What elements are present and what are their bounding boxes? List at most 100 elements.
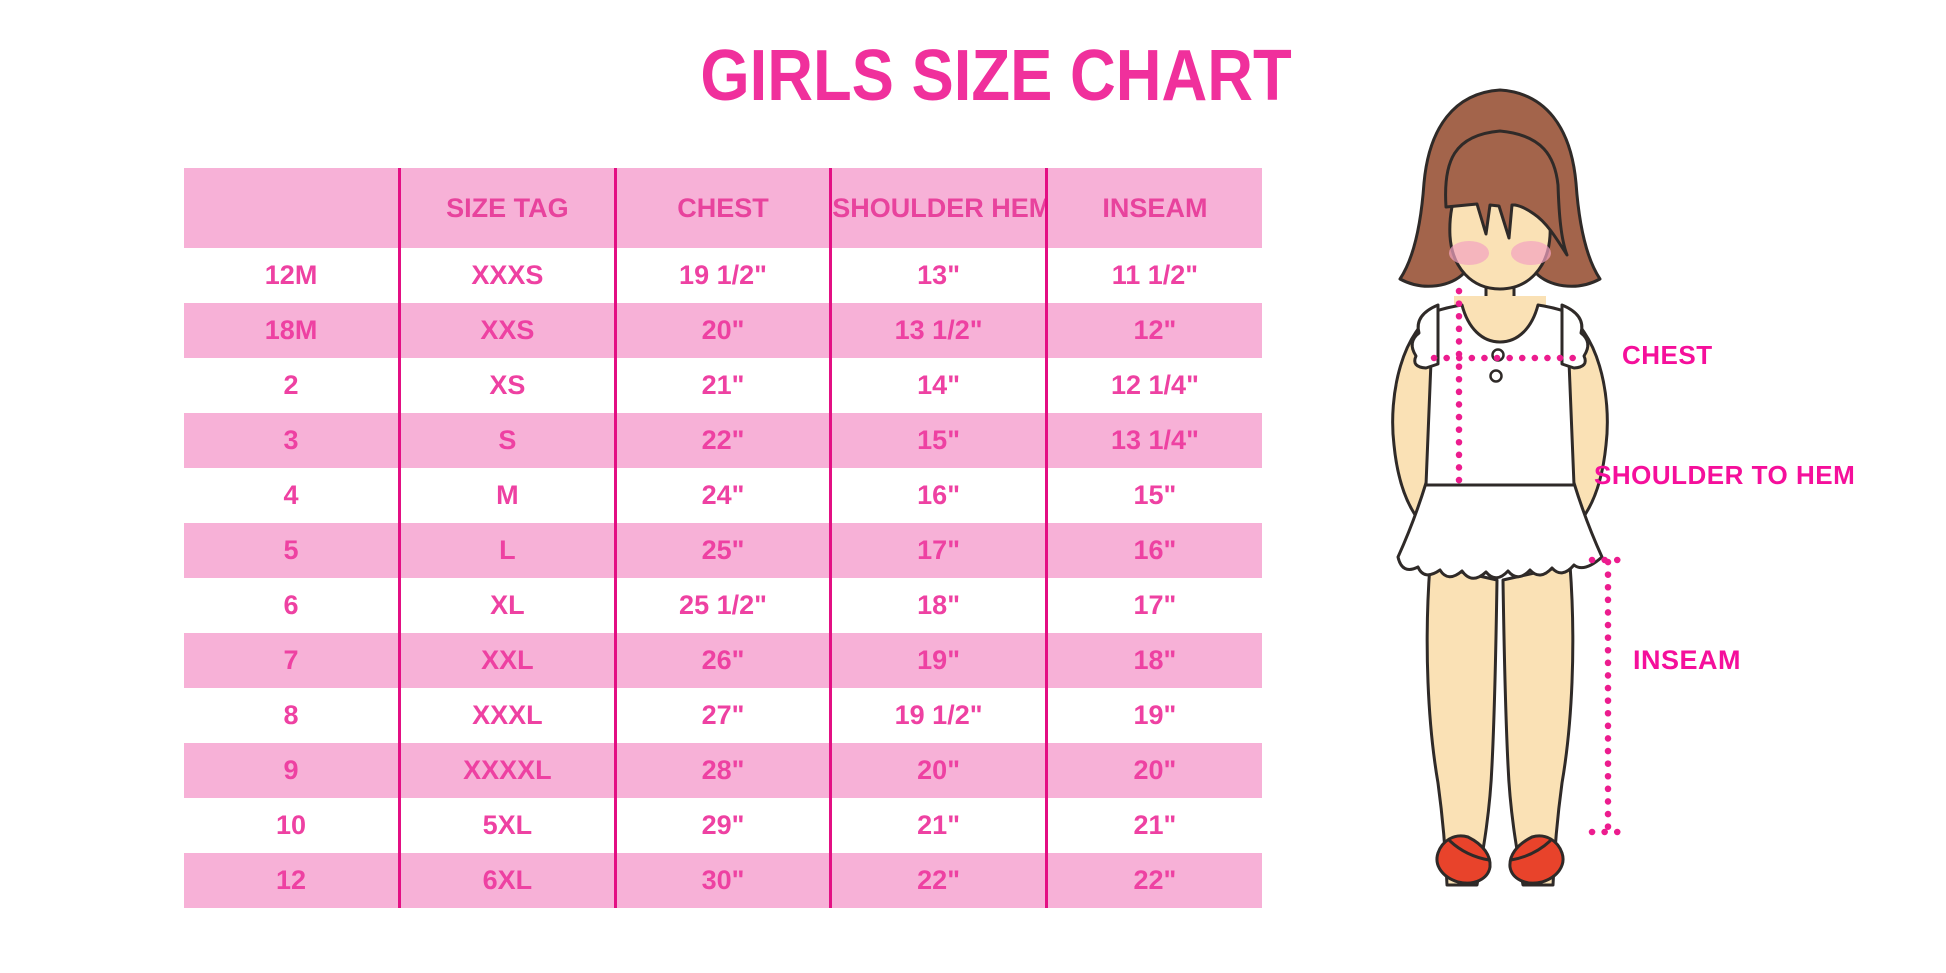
table-cell: 26" <box>613 633 831 688</box>
table-cell: 16" <box>1044 523 1262 578</box>
table-row: 10 5XL 29" 21" 21" <box>184 798 1262 853</box>
table-cell: 7 <box>184 633 400 688</box>
table-cell: XXS <box>398 303 616 358</box>
table-cell: 25" <box>613 523 831 578</box>
table-cell: 20" <box>613 303 831 358</box>
table-cell: 9 <box>184 743 400 798</box>
table-cell: 22" <box>1044 853 1262 908</box>
column-header: SHOULDER HEM <box>829 168 1047 248</box>
table-cell: 12" <box>1044 303 1262 358</box>
table-cell: 19" <box>829 633 1047 688</box>
girl-leg-right <box>1501 563 1575 887</box>
table-cell: 22" <box>613 413 831 468</box>
table-cell: 22" <box>829 853 1047 908</box>
table-cell: 27" <box>613 688 831 743</box>
page-title: GIRLS SIZE CHART <box>700 36 1292 116</box>
girl-shoe-left <box>1435 834 1492 885</box>
table-cell: 15" <box>829 413 1047 468</box>
table-cell: 4 <box>184 468 400 523</box>
table-cell: 12 1/4" <box>1044 358 1262 413</box>
table-cell: 15" <box>1044 468 1262 523</box>
table-cell: 14" <box>829 358 1047 413</box>
column-header: SIZE TAG <box>398 168 616 248</box>
table-row: 6 XL 25 1/2" 18" 17" <box>184 578 1262 633</box>
table-cell: 28" <box>613 743 831 798</box>
table-cell: 19 1/2" <box>613 248 831 303</box>
column-header: INSEAM <box>1044 168 1262 248</box>
girl-figure-drawing <box>1391 88 1629 887</box>
table-cell: 25 1/2" <box>613 578 831 633</box>
table-row: 7 XXL 26" 19" 18" <box>184 633 1262 688</box>
table-cell: XXXL <box>398 688 616 743</box>
table-cell: L <box>398 523 616 578</box>
table-cell: 5 <box>184 523 400 578</box>
table-row: 5 L 25" 17" 16" <box>184 523 1262 578</box>
table-cell: 29" <box>613 798 831 853</box>
table-cell: 6 <box>184 578 400 633</box>
table-cell: 8 <box>184 688 400 743</box>
girl-ruffle-right <box>1560 303 1590 370</box>
table-cell: 19" <box>1044 688 1262 743</box>
table-cell: 12M <box>184 248 400 303</box>
table-cell: 17" <box>1044 578 1262 633</box>
size-table: SIZE TAG CHEST SHOULDER HEM INSEAM 12M XXXS 1… <box>184 168 1262 908</box>
table-cell: XXXS <box>398 248 616 303</box>
girl-leg-left <box>1425 563 1499 887</box>
table-cell: 20" <box>1044 743 1262 798</box>
table-cell: 12 <box>184 853 400 908</box>
size-table-body: 12M XXXS 19 1/2" 13" 11 1/2" 18M XXS 20" 13 1/2"… <box>184 248 1262 908</box>
table-cell: 21" <box>613 358 831 413</box>
table-cell: 18" <box>829 578 1047 633</box>
shoulder-to-hem-label: SHOULDER TO HEM <box>1594 460 1856 490</box>
table-row: 3 S 22" 15" 13 1/4" <box>184 413 1262 468</box>
table-cell: 13" <box>829 248 1047 303</box>
girl-shoe-right <box>1508 834 1565 885</box>
table-row: 9 XXXXL 28" 20" 20" <box>184 743 1262 798</box>
table-row: 12 6XL 30" 22" 22" <box>184 853 1262 908</box>
table-row: 12M XXXS 19 1/2" 13" 11 1/2" <box>184 248 1262 303</box>
girl-cheek-right <box>1511 241 1551 265</box>
table-cell: XL <box>398 578 616 633</box>
table-cell: 13 1/4" <box>1044 413 1262 468</box>
table-cell: 5XL <box>398 798 616 853</box>
table-cell: 21" <box>1044 798 1262 853</box>
table-cell: XXL <box>398 633 616 688</box>
table-cell: 17" <box>829 523 1047 578</box>
table-cell: 3 <box>184 413 400 468</box>
table-cell: XXXXL <box>398 743 616 798</box>
table-cell: 21" <box>829 798 1047 853</box>
girl-bangs <box>1444 129 1569 257</box>
table-cell: XS <box>398 358 616 413</box>
table-cell: 30" <box>613 853 831 908</box>
table-cell: 10 <box>184 798 400 853</box>
girl-shoe-right-strap <box>1509 839 1552 862</box>
table-row: 8 XXXL 27" 19 1/2" 19" <box>184 688 1262 743</box>
table-row: 2 XS 21" 14" 12 1/4" <box>184 358 1262 413</box>
size-table-header: SIZE TAG CHEST SHOULDER HEM INSEAM <box>184 168 1262 248</box>
header-row: SIZE TAG CHEST SHOULDER HEM INSEAM <box>184 168 1262 248</box>
table-cell: 16" <box>829 468 1047 523</box>
girl-ruffle-left <box>1410 303 1440 370</box>
table-cell: S <box>398 413 616 468</box>
column-header: CHEST <box>613 168 831 248</box>
table-cell: 18" <box>1044 633 1262 688</box>
table-cell: 19 1/2" <box>829 688 1047 743</box>
chest-label: CHEST <box>1622 340 1713 370</box>
table-cell: 24" <box>613 468 831 523</box>
column-header <box>184 168 400 248</box>
table-cell: 20" <box>829 743 1047 798</box>
table-cell: 6XL <box>398 853 616 908</box>
girl-illustration: CHEST SHOULDER TO HEM INSEAM <box>1350 65 1946 965</box>
inseam-label: INSEAM <box>1633 645 1742 675</box>
table-row: 4 M 24" 16" 15" <box>184 468 1262 523</box>
table-cell: 13 1/2" <box>829 303 1047 358</box>
table-cell: 2 <box>184 358 400 413</box>
table-row: 18M XXS 20" 13 1/2" 12" <box>184 303 1262 358</box>
table-cell: M <box>398 468 616 523</box>
girl-shoe-left-strap <box>1448 839 1491 862</box>
girl-cheek-left <box>1449 241 1489 265</box>
table-cell: 18M <box>184 303 400 358</box>
table-cell: 11 1/2" <box>1044 248 1262 303</box>
girl-skirt <box>1396 481 1604 580</box>
